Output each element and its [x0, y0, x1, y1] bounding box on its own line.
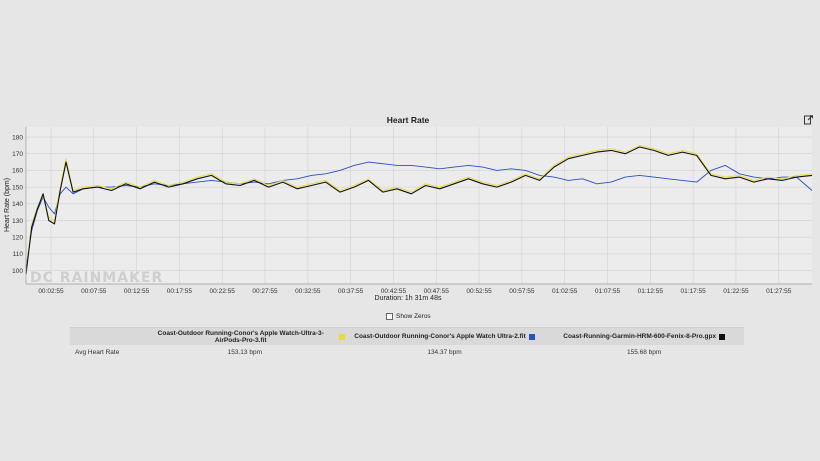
series-line-1	[25, 144, 813, 271]
x-tick-label: 01:17:55	[680, 288, 706, 295]
series-swatch-1	[339, 333, 345, 340]
show-zeros-label: Show Zeros	[396, 313, 431, 320]
avg-value-1: 153.13 bpm	[227, 348, 262, 356]
x-tick-label: 00:12:55	[124, 288, 150, 295]
x-tick-label: 00:57:55	[509, 288, 535, 295]
y-tick-label: 180	[12, 134, 23, 141]
y-axis-title: Heart Rate (bpm)	[4, 178, 11, 232]
x-axis-title: Duration: 1h 31m 48s	[375, 295, 442, 302]
avg-heart-rate-row: Avg Heart Rate 153.13 bpm 134.37 bpm 155…	[70, 345, 744, 359]
series-line-3	[25, 146, 813, 275]
series-name-3: Coast-Running-Garmin-HRM-600-Fenix-8-Pro…	[563, 333, 717, 340]
chart-title: Heart Rate	[387, 115, 430, 125]
avg-value-2: 134.37 bpm	[427, 348, 462, 356]
series-header-3: Coast-Running-Garmin-HRM-600-Fenix-8-Pro…	[544, 333, 744, 340]
avg-value-3: 155.68 bpm	[627, 348, 662, 356]
x-tick-label: 00:27:55	[252, 288, 278, 295]
plot-area	[26, 127, 812, 284]
watermark: DC RAINMAKER	[30, 270, 163, 286]
x-tick-label: 00:22:55	[210, 288, 236, 295]
series-swatch-2	[528, 333, 535, 340]
x-tick-label: 00:42:55	[381, 288, 407, 295]
export-icon[interactable]	[804, 115, 813, 125]
series-header-2: Coast-Outdoor Running-Conor's Apple Watc…	[345, 333, 545, 340]
x-tick-label: 00:47:55	[424, 288, 450, 295]
stats-table: Coast-Outdoor Running-Conor's Apple Watc…	[70, 327, 744, 359]
x-tick-label: 01:27:55	[766, 288, 792, 295]
y-tick-label: 150	[12, 184, 23, 191]
x-tick-label: 00:32:55	[295, 288, 321, 295]
x-tick-label: 00:52:55	[466, 288, 492, 295]
stats-header-row: Coast-Outdoor Running-Conor's Apple Watc…	[70, 328, 744, 345]
show-zeros-toggle[interactable]: Show Zeros	[386, 313, 431, 320]
x-tick-label: 00:17:55	[167, 288, 193, 295]
y-tick-label: 110	[13, 251, 24, 258]
x-tick-label: 00:37:55	[338, 288, 364, 295]
y-tick-label: 100	[12, 268, 23, 275]
y-tick-label: 130	[12, 218, 23, 225]
x-tick-label: 00:02:55	[38, 288, 64, 295]
x-tick-label: 01:12:55	[638, 288, 664, 295]
x-tick-label: 00:07:55	[81, 288, 107, 295]
series-header-1: Coast-Outdoor Running-Conor's Apple Watc…	[145, 330, 345, 344]
y-tick-label: 170	[12, 151, 23, 158]
y-tick-label: 160	[12, 168, 23, 175]
series-name-1: Coast-Outdoor Running-Conor's Apple Watc…	[157, 329, 324, 344]
show-zeros-checkbox[interactable]	[386, 313, 393, 320]
x-tick-label: 01:07:55	[595, 288, 621, 295]
x-tick-label: 01:22:55	[723, 288, 749, 295]
x-tick-label: 01:02:55	[552, 288, 578, 295]
y-tick-label: 120	[12, 235, 23, 242]
avg-heart-rate-label: Avg Heart Rate	[75, 348, 120, 356]
series-name-2: Coast-Outdoor Running-Conor's Apple Watc…	[354, 333, 526, 340]
series-swatch-3	[719, 333, 726, 340]
y-tick-label: 140	[12, 201, 23, 208]
